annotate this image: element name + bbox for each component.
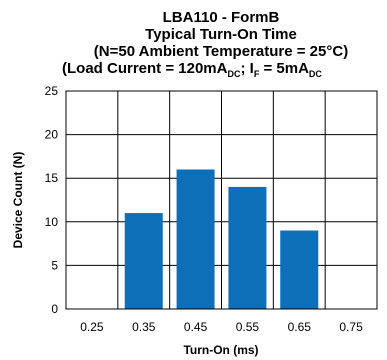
title-line-4-sub3: DC xyxy=(309,69,322,79)
x-tick-label-0: 0.25 xyxy=(80,320,104,334)
x-tick-label-1: 0.35 xyxy=(132,320,156,334)
y-tick-label-3: 15 xyxy=(45,171,59,185)
y-tick-label-2: 10 xyxy=(45,215,59,229)
title-line-2: Typical Turn-On Time xyxy=(145,26,297,43)
y-tick-label-0: 0 xyxy=(51,302,58,316)
title-line-1: LBA110 - FormB xyxy=(163,9,280,26)
title-line-4-sub1: DC xyxy=(227,69,240,79)
chart-title: LBA110 - FormB Typical Turn-On Time (N=5… xyxy=(62,9,348,79)
title-line-4-part3: = 5mA xyxy=(259,60,309,77)
x-axis-label: Turn-On (ms) xyxy=(183,343,258,357)
y-tick-label-4: 20 xyxy=(45,128,59,142)
x-tick-labels: 0.25 0.35 0.45 0.55 0.65 0.75 xyxy=(80,320,363,334)
bar-0.45 xyxy=(176,169,215,309)
title-line-4-sub2: F xyxy=(254,69,260,79)
bars xyxy=(124,169,319,309)
y-axis-label: Device Count (N) xyxy=(11,152,25,249)
title-line-4-part1: (Load Current = 120mA xyxy=(62,60,228,77)
bar-0.35 xyxy=(124,213,163,309)
y-tick-labels: 0 5 10 15 20 25 xyxy=(45,84,59,316)
bar-0.65 xyxy=(280,230,319,309)
x-tick-label-3: 0.55 xyxy=(236,320,260,334)
plot-frame xyxy=(65,90,378,310)
grid xyxy=(66,91,377,309)
y-tick-label-5: 25 xyxy=(45,84,59,98)
title-line-4: (Load Current = 120mADC; IF = 5mADC xyxy=(62,60,322,79)
title-line-4-part2: ; I xyxy=(240,60,253,77)
x-tick-label-2: 0.45 xyxy=(184,320,208,334)
x-tick-label-5: 0.75 xyxy=(339,320,363,334)
y-tick-label-1: 5 xyxy=(51,258,58,272)
title-line-3: (N=50 Ambient Temperature = 25°C) xyxy=(94,43,348,60)
x-tick-label-4: 0.65 xyxy=(288,320,312,334)
plot-border xyxy=(65,90,378,310)
bar-0.55 xyxy=(228,186,267,309)
